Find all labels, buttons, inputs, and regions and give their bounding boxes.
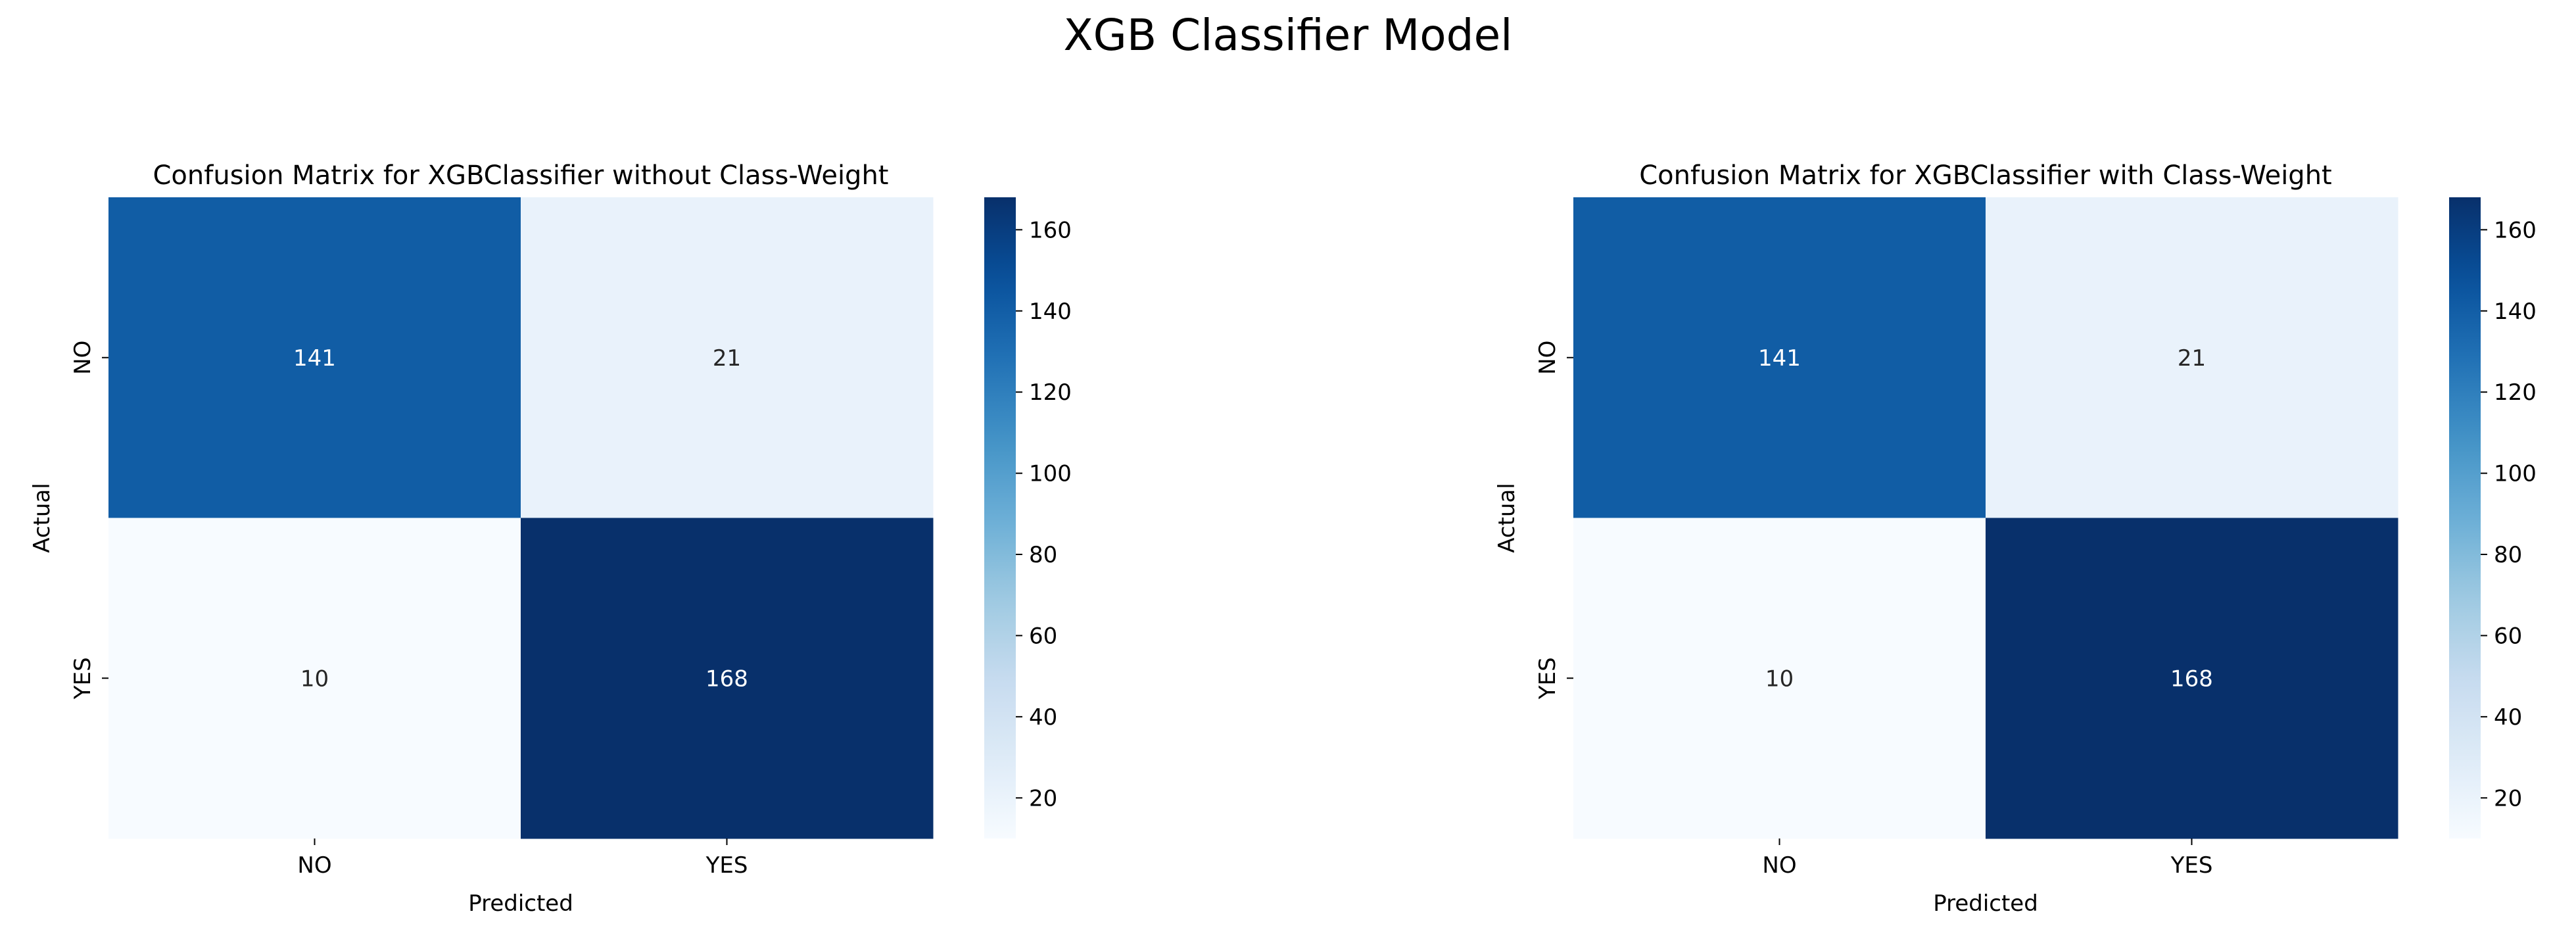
cell-value-label: 21 — [713, 345, 741, 372]
heatmap-cell — [1986, 518, 2398, 839]
colorbar-tick-label: 100 — [2494, 461, 2537, 487]
cell-value-label: 10 — [300, 666, 329, 692]
cell-value-label: 10 — [1765, 666, 1794, 692]
colorbar-tick-label: 140 — [1029, 299, 1072, 325]
y-axis-label: Actual — [29, 483, 55, 553]
y-tick-label: YES — [70, 657, 96, 700]
heatmap-cell — [108, 197, 521, 518]
heatmap-panel-2: Confusion Matrix for XGBClassifier with … — [1494, 160, 2537, 917]
y-axis-label: Actual — [1494, 483, 1520, 553]
colorbar-tick-label: 120 — [2494, 379, 2537, 406]
x-axis-label: Predicted — [468, 890, 573, 917]
colorbar-tick-label: 120 — [1029, 379, 1072, 406]
colorbar-tick-label: 140 — [2494, 299, 2537, 325]
colorbar-tick-label: 160 — [2494, 217, 2537, 243]
colorbar-tick-label: 40 — [1029, 704, 1057, 731]
cell-value-label: 141 — [293, 345, 336, 372]
colorbar-tick-label: 20 — [1029, 785, 1057, 812]
heatmap-cell — [1986, 197, 2398, 518]
y-tick-label: YES — [1535, 657, 1561, 700]
figure-title: XGB Classifier Model — [1063, 10, 1512, 61]
chart-title: Confusion Matrix for XGBClassifier witho… — [153, 160, 889, 191]
colorbar-tick-label: 60 — [2494, 623, 2522, 649]
colorbar — [2449, 197, 2481, 838]
heatmap-cell — [1573, 518, 1986, 839]
colorbar-tick-label: 80 — [1029, 542, 1057, 568]
x-tick-label: NO — [1762, 852, 1796, 879]
cell-value-label: 21 — [2178, 345, 2206, 372]
colorbar-tick-label: 60 — [1029, 623, 1057, 649]
cell-value-label: 141 — [1758, 345, 1801, 372]
colorbar-tick-label: 80 — [2494, 542, 2522, 568]
x-tick-label: YES — [705, 852, 748, 879]
heatmap-cell — [521, 518, 934, 839]
y-tick-label: NO — [70, 341, 96, 375]
heatmap-cell — [1573, 197, 1986, 518]
x-tick-label: YES — [2170, 852, 2213, 879]
heatmap-cell — [108, 518, 521, 839]
colorbar-tick-label: 40 — [2494, 704, 2522, 731]
heatmap-cell — [521, 197, 934, 518]
plots-area: Confusion Matrix for XGBClassifier witho… — [29, 160, 2537, 917]
colorbar-tick-label: 160 — [1029, 217, 1072, 243]
heatmap-panel-1: Confusion Matrix for XGBClassifier witho… — [29, 160, 1072, 917]
x-axis-label: Predicted — [1933, 890, 2038, 917]
colorbar — [984, 197, 1016, 838]
chart-title: Confusion Matrix for XGBClassifier with … — [1639, 160, 2331, 191]
y-tick-label: NO — [1535, 341, 1561, 375]
colorbar-tick-label: 100 — [1029, 461, 1072, 487]
colorbar-tick-label: 20 — [2494, 785, 2522, 812]
cell-value-label: 168 — [705, 666, 748, 692]
cell-value-label: 168 — [2170, 666, 2213, 692]
x-tick-label: NO — [297, 852, 331, 879]
